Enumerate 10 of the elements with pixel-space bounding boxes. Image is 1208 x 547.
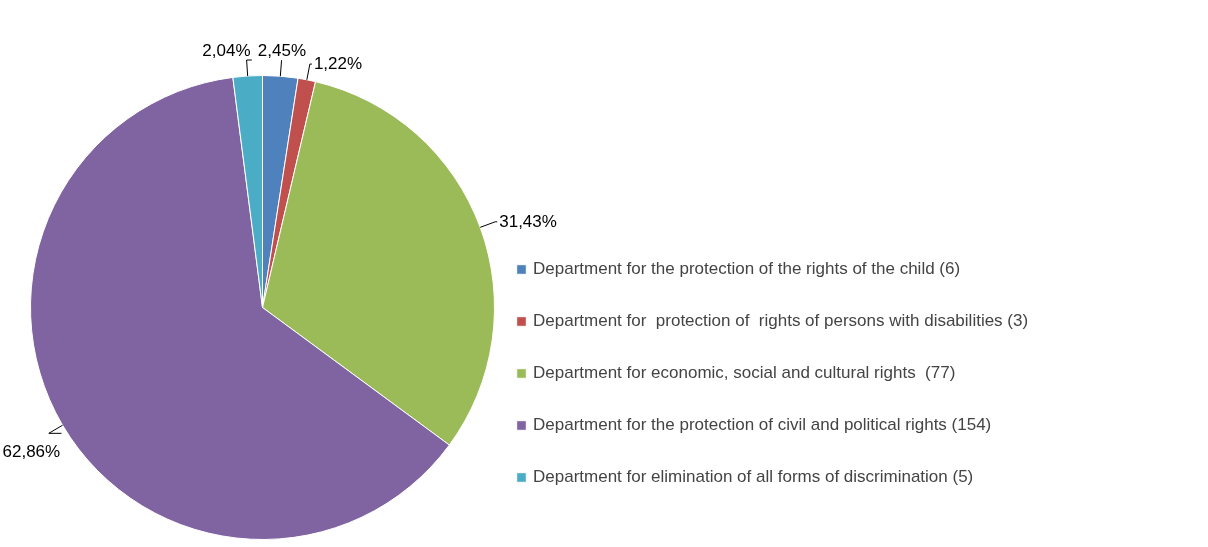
legend-label: Department for protection of rights of persons with disabilities (3) (533, 311, 1029, 331)
data-label: 1,22% (313, 54, 363, 74)
data-label: 62,86% (2, 442, 61, 462)
legend-label: Department for elimination of all forms of discrimination (5) (533, 467, 974, 487)
data-label: 31,43% (499, 211, 557, 231)
legend-label: Department for economic, social and cultural rights (77) (533, 363, 956, 383)
data-label: 2,45% (257, 41, 307, 61)
data-label: 2,04% (202, 41, 251, 61)
legend-label: Department for the protection of civil and political rights (154) (533, 415, 992, 435)
legend-label: Department for the protection of the rights of the child (6) (533, 259, 961, 279)
